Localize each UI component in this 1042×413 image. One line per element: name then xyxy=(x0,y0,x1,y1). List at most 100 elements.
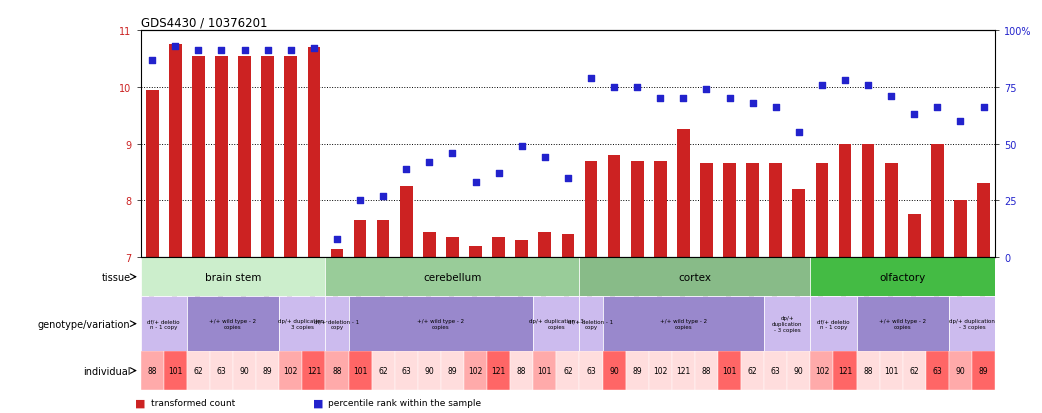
Text: dp/+ duplication
- 3 copies: dp/+ duplication - 3 copies xyxy=(949,318,995,329)
Text: 63: 63 xyxy=(933,366,942,375)
Bar xyxy=(857,351,879,390)
Point xyxy=(398,166,415,172)
Point xyxy=(237,48,253,55)
Bar xyxy=(972,351,995,390)
Text: cortex: cortex xyxy=(678,272,712,282)
Text: 63: 63 xyxy=(586,366,596,375)
Point xyxy=(952,118,969,125)
Point xyxy=(628,84,645,91)
Point xyxy=(352,197,369,204)
Text: 90: 90 xyxy=(956,366,965,375)
Bar xyxy=(723,164,736,257)
Text: 90: 90 xyxy=(610,366,619,375)
Text: df/+ deletio
n - 1 copy: df/+ deletio n - 1 copy xyxy=(817,318,850,329)
Point xyxy=(560,175,576,181)
Bar xyxy=(534,297,579,351)
Bar xyxy=(239,57,251,257)
Text: df/+ deletion - 1
copy: df/+ deletion - 1 copy xyxy=(569,318,614,329)
Bar xyxy=(348,297,534,351)
Point xyxy=(883,93,899,100)
Point xyxy=(929,104,946,111)
Bar xyxy=(187,297,279,351)
Point xyxy=(491,170,507,177)
Bar xyxy=(764,297,811,351)
Bar xyxy=(879,351,902,390)
Point xyxy=(305,46,322,52)
Bar xyxy=(284,57,297,257)
Point xyxy=(767,104,784,111)
Bar xyxy=(516,240,528,257)
Bar xyxy=(353,221,367,257)
Text: brain stem: brain stem xyxy=(205,272,262,282)
Bar xyxy=(330,249,343,257)
Point xyxy=(744,100,761,107)
Point xyxy=(167,43,183,50)
Text: 121: 121 xyxy=(838,366,852,375)
Point xyxy=(259,48,276,55)
Text: ■: ■ xyxy=(135,398,146,408)
Text: +/+ wild type - 2
copies: +/+ wild type - 2 copies xyxy=(879,318,926,329)
Bar xyxy=(585,161,597,257)
Text: 62: 62 xyxy=(378,366,388,375)
Point xyxy=(791,130,808,136)
Text: dp/+ duplication -
3 copies: dp/+ duplication - 3 copies xyxy=(277,318,327,329)
Bar xyxy=(834,351,857,390)
Text: cerebellum: cerebellum xyxy=(423,272,481,282)
Bar xyxy=(192,57,204,257)
Text: 102: 102 xyxy=(468,366,482,375)
Bar xyxy=(256,351,279,390)
Text: 89: 89 xyxy=(448,366,457,375)
Bar xyxy=(209,351,233,390)
Bar xyxy=(579,297,602,351)
Text: 62: 62 xyxy=(748,366,758,375)
Text: 101: 101 xyxy=(353,366,367,375)
Text: 88: 88 xyxy=(701,366,712,375)
Bar xyxy=(423,232,436,257)
Bar xyxy=(579,351,602,390)
Bar xyxy=(187,351,209,390)
Point xyxy=(975,104,992,111)
Text: 89: 89 xyxy=(632,366,642,375)
Text: 63: 63 xyxy=(771,366,780,375)
Text: 101: 101 xyxy=(722,366,737,375)
Bar xyxy=(908,215,921,257)
Text: 90: 90 xyxy=(794,366,803,375)
Text: df/+ deletio
n - 1 copy: df/+ deletio n - 1 copy xyxy=(148,318,180,329)
Bar xyxy=(534,351,556,390)
Text: 101: 101 xyxy=(168,366,182,375)
Bar xyxy=(811,297,857,351)
Text: 62: 62 xyxy=(563,366,573,375)
Bar xyxy=(400,187,413,257)
Text: 121: 121 xyxy=(676,366,691,375)
Bar xyxy=(649,351,672,390)
Text: GDS4430 / 10376201: GDS4430 / 10376201 xyxy=(141,17,267,30)
Text: 102: 102 xyxy=(283,366,298,375)
Text: tissue: tissue xyxy=(101,272,130,282)
Bar xyxy=(932,144,944,257)
Bar xyxy=(146,90,158,257)
Bar xyxy=(562,235,574,257)
Point xyxy=(721,95,738,102)
Point xyxy=(698,87,715,93)
Bar xyxy=(816,164,828,257)
Bar xyxy=(418,351,441,390)
Bar xyxy=(464,351,487,390)
Point xyxy=(675,95,692,102)
Bar xyxy=(579,257,811,297)
Bar xyxy=(788,351,811,390)
Bar xyxy=(977,184,990,257)
Bar xyxy=(307,48,320,257)
Bar xyxy=(695,351,718,390)
Bar xyxy=(741,351,764,390)
Bar xyxy=(700,164,713,257)
Text: 102: 102 xyxy=(815,366,829,375)
Bar xyxy=(926,351,949,390)
Point xyxy=(328,236,345,242)
Point xyxy=(860,82,876,89)
Text: 102: 102 xyxy=(653,366,668,375)
Bar xyxy=(487,351,511,390)
Point xyxy=(421,159,438,166)
Bar xyxy=(492,237,505,257)
Bar xyxy=(677,130,690,257)
Bar xyxy=(862,144,874,257)
